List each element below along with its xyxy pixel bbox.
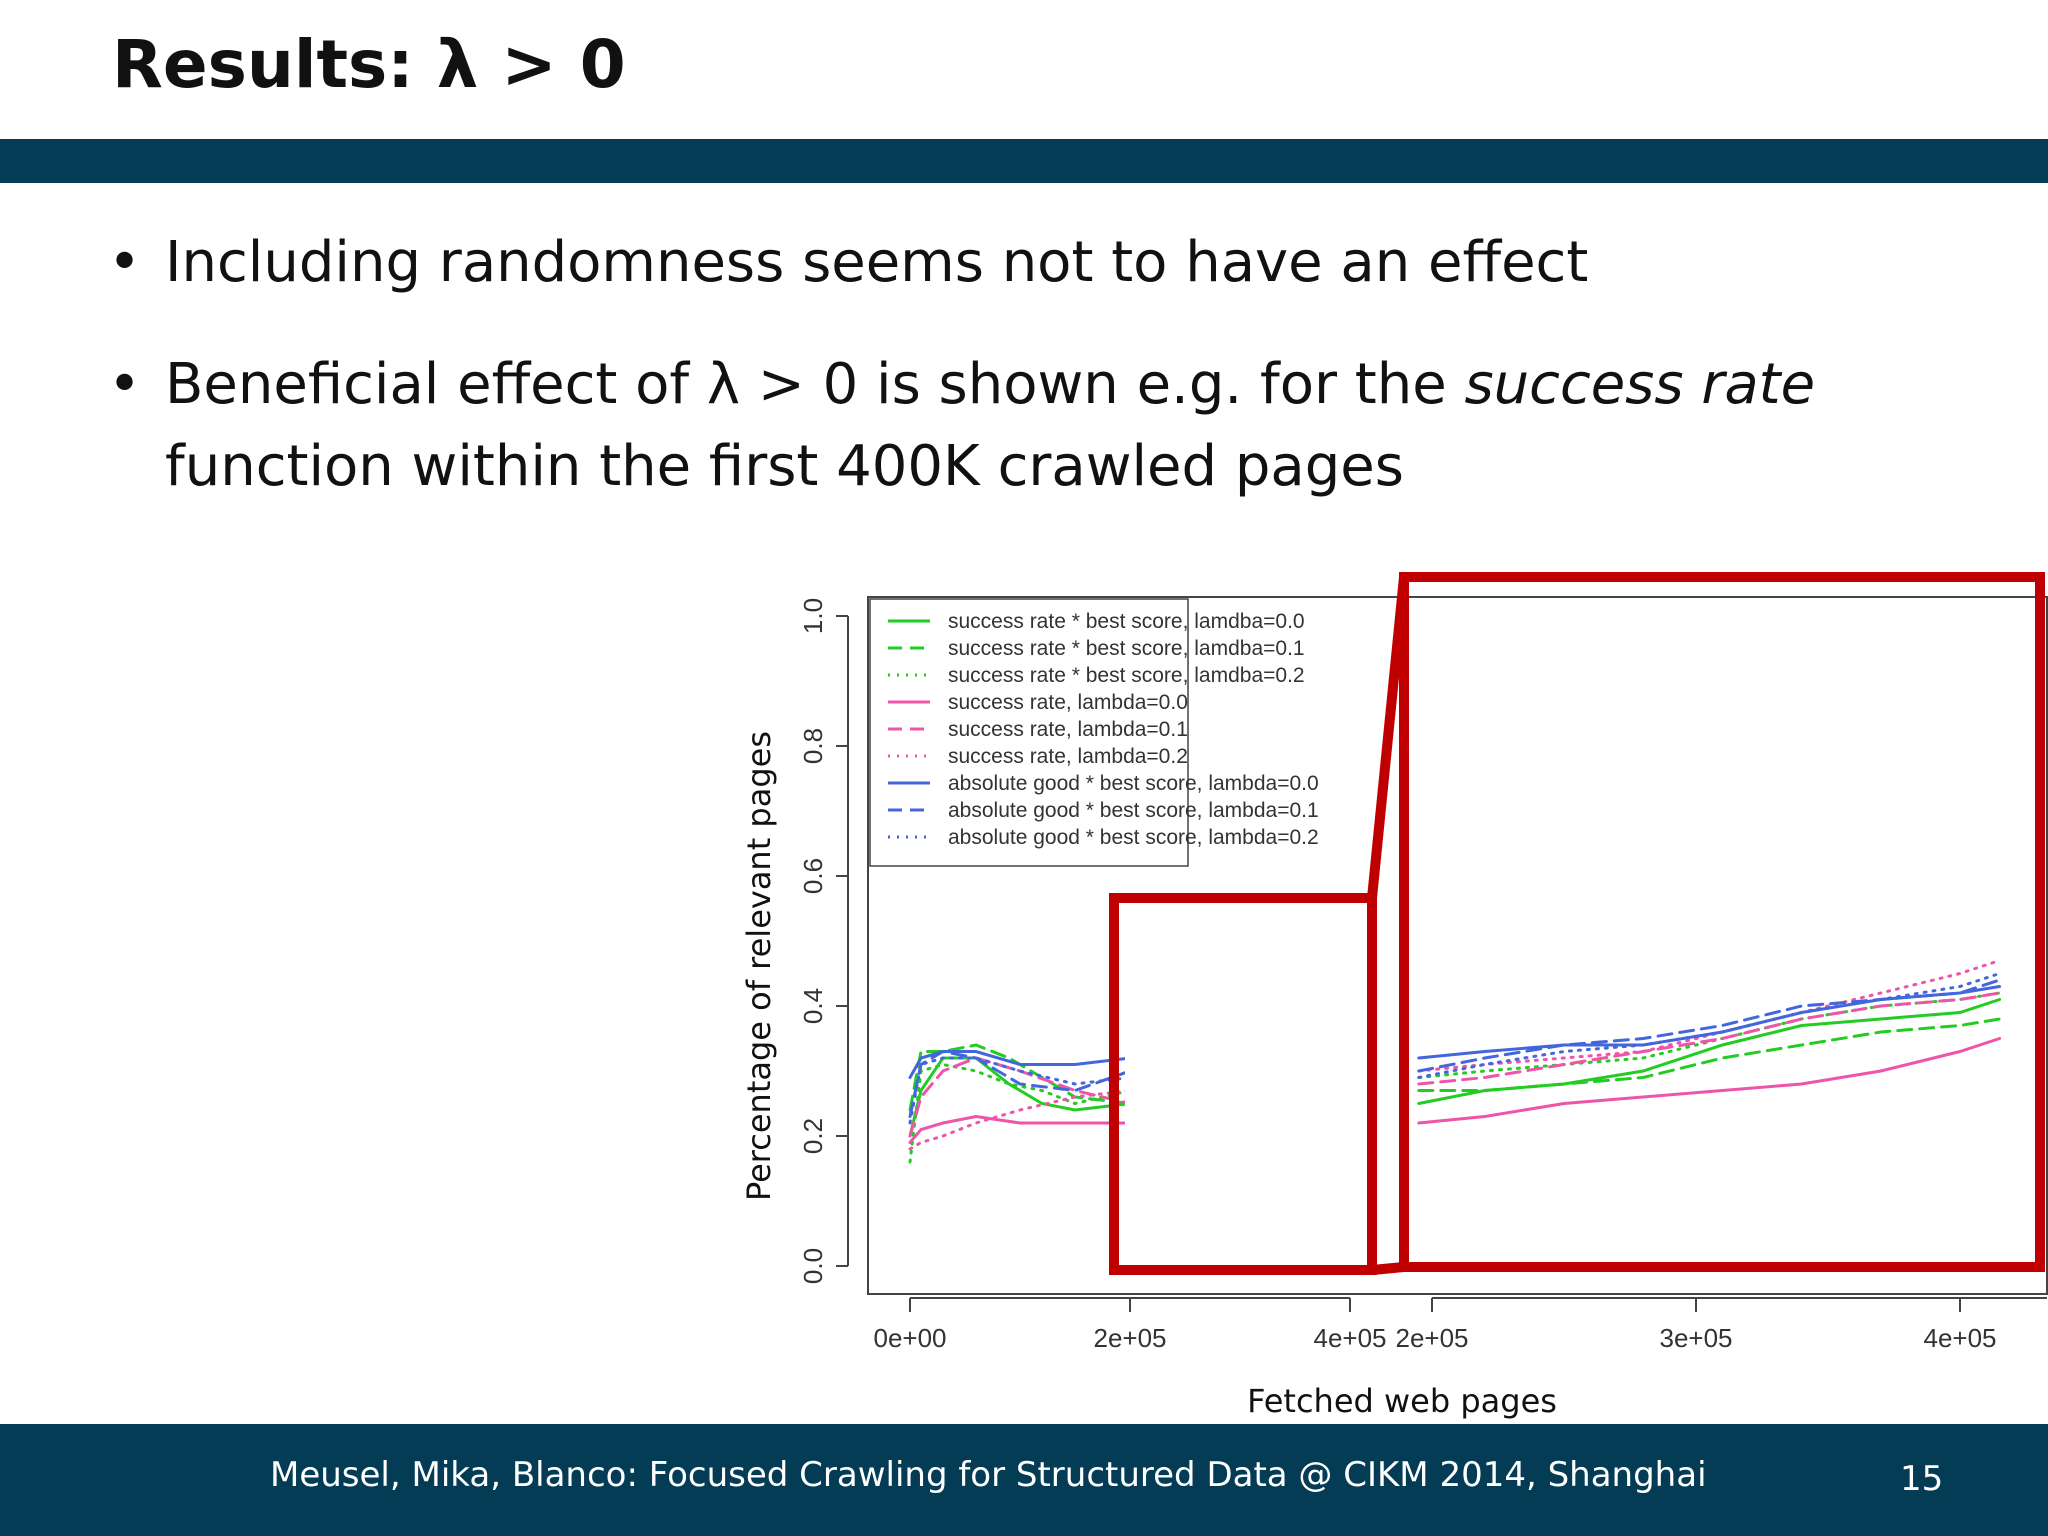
y-tick-label: 0.4 <box>798 988 828 1024</box>
bullet-text-continued: function within the first 400K crawled p… <box>165 434 1404 499</box>
legend-label: success rate, lambda=0.1 <box>948 718 1188 741</box>
x-tick-label: 2e+05 <box>1395 1323 1468 1353</box>
bullet-item: • Beneficial effect of λ > 0 is shown e.… <box>108 344 1968 508</box>
legend-label: success rate, lambda=0.0 <box>948 691 1188 714</box>
x-tick-label: 4e+05 <box>1313 1323 1386 1353</box>
series-line <box>908 1114 1125 1144</box>
y-tick-label: 1.0 <box>798 598 828 634</box>
bullet-text: Beneficial effect of λ > 0 is shown e.g.… <box>165 352 1465 417</box>
legend-label: success rate * best score, lamdba=0.1 <box>948 637 1305 660</box>
x-tick-label: 4e+05 <box>1923 1323 1996 1353</box>
x-tick-label: 2e+05 <box>1093 1323 1166 1353</box>
page-title: Results: λ > 0 <box>112 26 626 103</box>
legend-label: success rate, lambda=0.2 <box>948 745 1188 768</box>
y-tick-label: 0.6 <box>798 858 828 894</box>
chart-container: 0.0 0.2 0.4 0.6 0.8 1.0 Percentage of relevant… <box>720 560 2048 1440</box>
x-tick-label: 3e+05 <box>1659 1323 1732 1353</box>
right-panel-series <box>1417 959 2002 1125</box>
highlight-box-small <box>1109 893 1377 1275</box>
highlight-box-zoom <box>1399 572 2045 1272</box>
series-line <box>908 1056 1125 1138</box>
legend-label: success rate * best score, lamdba=0.0 <box>948 610 1305 633</box>
zoom-panel-background <box>1410 600 2046 1292</box>
x-axis-label: Fetched web pages <box>1247 1382 1557 1420</box>
zoom-connector <box>1367 576 1409 899</box>
y-axis-label: Percentage of relevant pages <box>740 731 778 1201</box>
y-tick-label: 0.0 <box>798 1248 828 1284</box>
series-line <box>908 1056 1125 1125</box>
series-line <box>1417 978 2002 1073</box>
bullet-item: • Including randomness seems not to have… <box>108 222 1968 304</box>
y-tick-label: 0.2 <box>798 1118 828 1154</box>
legend-box <box>869 598 1189 867</box>
bullet-list: • Including randomness seems not to have… <box>108 222 1968 548</box>
y-tick-label: 0.8 <box>798 728 828 764</box>
footer-citation: Meusel, Mika, Blanco: Focused Crawling f… <box>270 1455 1707 1495</box>
page-number: 15 <box>1900 1459 1944 1499</box>
legend-label: success rate * best score, lamdba=0.2 <box>948 664 1305 687</box>
title-bar <box>0 139 2048 183</box>
bullet-dot: • <box>108 352 142 417</box>
series-line <box>1417 972 2002 1079</box>
legend-label: absolute good * best score, lambda=0.2 <box>948 826 1319 849</box>
series-line <box>1417 991 2002 1086</box>
left-panel-series <box>908 1043 1125 1164</box>
series-line <box>1417 1017 2002 1092</box>
bullet-dot: • <box>108 230 142 295</box>
series-line <box>1417 1037 2002 1125</box>
footer-bar <box>0 1424 2048 1536</box>
legend-label: absolute good * best score, lambda=0.1 <box>948 799 1319 822</box>
bullet-emphasis: success rate <box>1464 352 1816 417</box>
series-line <box>908 1062 1125 1164</box>
bullet-text: Including randomness seems not to have a… <box>165 230 1589 295</box>
legend-label: absolute good * best score, lambda=0.0 <box>948 772 1319 795</box>
x-tick-label: 0e+00 <box>873 1323 946 1353</box>
line-chart: 0.0 0.2 0.4 0.6 0.8 1.0 Percentage of relevant… <box>740 572 2048 1420</box>
zoom-connector <box>1371 1262 1405 1275</box>
series-line <box>908 1089 1125 1151</box>
